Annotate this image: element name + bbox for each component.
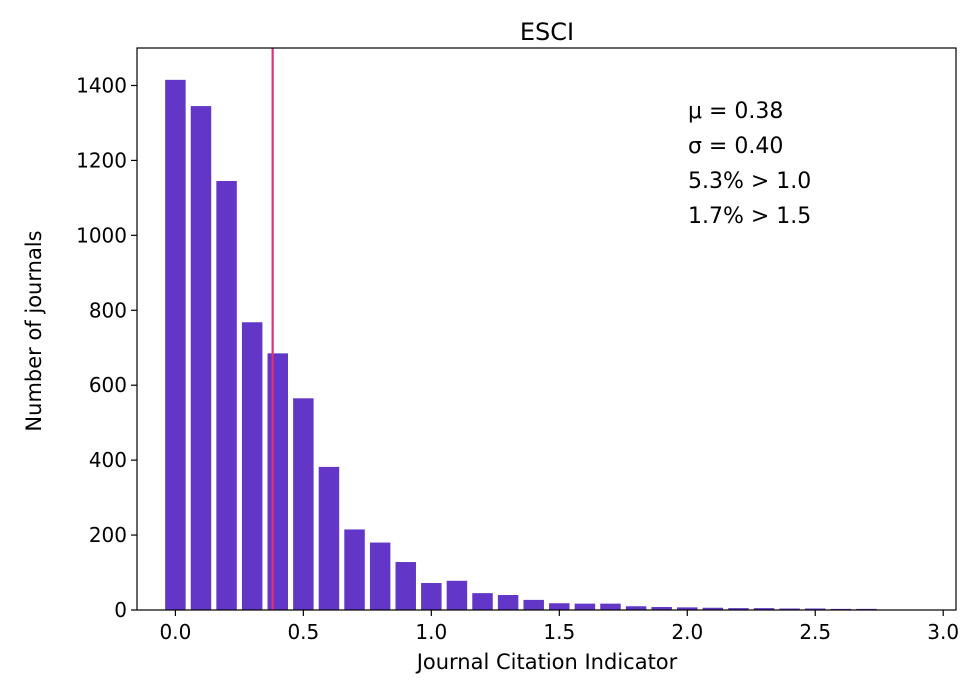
- bar: [600, 603, 621, 610]
- y-tick-label: 600: [89, 373, 127, 397]
- bar: [293, 398, 314, 610]
- x-axis-label: Journal Citation Indicator: [415, 650, 678, 674]
- bar: [395, 562, 416, 610]
- bar: [702, 607, 724, 610]
- stat-annotation-line: μ = 0.38: [688, 99, 783, 124]
- bar: [753, 608, 775, 610]
- stat-annotation-line: 1.7% > 1.5: [688, 204, 811, 229]
- x-ticks: 0.0 0.5 1.0 1.5 2.0 2.5 3.0: [159, 610, 959, 644]
- x-tick-label: 3.0: [927, 620, 959, 644]
- y-tick-label: 1000: [76, 223, 127, 247]
- bar: [344, 529, 365, 610]
- y-tick-label: 400: [89, 448, 127, 472]
- y-tick-label: 200: [89, 523, 127, 547]
- y-tick-label: 0: [114, 598, 127, 622]
- stat-annotation-line: 5.3% > 1.0: [688, 169, 811, 194]
- bar: [318, 466, 340, 610]
- bar: [651, 607, 672, 610]
- x-tick-label: 0.5: [287, 620, 319, 644]
- bar: [190, 106, 212, 610]
- bar: [497, 595, 519, 610]
- bar: [216, 181, 237, 611]
- y-tick-label: 800: [89, 298, 127, 322]
- bar: [804, 608, 826, 610]
- bar: [549, 603, 570, 610]
- axes-frame: [136, 47, 957, 611]
- bar: [779, 608, 800, 610]
- bar: [446, 580, 468, 610]
- x-tick-label: 1.0: [415, 620, 447, 644]
- chart-title: ESCI: [520, 18, 574, 46]
- x-tick-label: 1.5: [543, 620, 575, 644]
- y-axis-label: Number of journals: [22, 230, 46, 431]
- x-tick-label: 2.5: [799, 620, 831, 644]
- bar: [574, 603, 596, 610]
- bar: [369, 542, 391, 610]
- x-tick-label: 2.0: [671, 620, 703, 644]
- bar: [421, 583, 442, 610]
- stats-annotation: μ = 0.38 σ = 0.40 5.3% > 1.0 1.7% > 1.5: [688, 99, 811, 229]
- stat-annotation-line: σ = 0.40: [688, 134, 783, 159]
- bar: [241, 322, 263, 610]
- bar: [625, 606, 647, 610]
- y-tick-label: 1400: [76, 73, 127, 97]
- bar: [472, 593, 493, 610]
- bar: [267, 353, 289, 610]
- bar: [728, 608, 749, 610]
- bar: [523, 599, 544, 610]
- y-ticks: 0 200 400 600 800 1000 1200 1400: [76, 73, 137, 622]
- bar: [677, 607, 698, 610]
- bars-group: [165, 79, 877, 611]
- bar: [165, 79, 186, 610]
- x-tick-label: 0.0: [159, 620, 191, 644]
- y-tick-label: 1200: [76, 148, 127, 172]
